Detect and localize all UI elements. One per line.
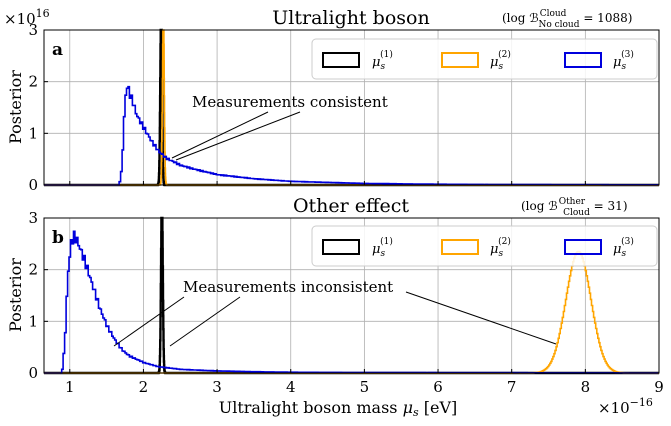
x-tick-label: 8: [581, 378, 591, 396]
panel-a-y-tick-label: 2: [28, 73, 38, 91]
panel-a-annotation-line-2: [175, 111, 301, 161]
panel-a-y-ticks: 0 1 2 3: [28, 21, 48, 194]
panel-b-frame: [43, 217, 660, 374]
panel-a-legend-box: [311, 38, 658, 80]
panel-a-legend-label-3: μs(3): [613, 49, 634, 72]
panel-b-legend-label-2: μs(2): [490, 236, 511, 259]
panel-a-y-tick-label: 1: [28, 124, 38, 142]
panel-b-y-tick-label: 0: [28, 364, 38, 382]
panel-a-label: a: [52, 40, 63, 60]
x-tick-label: 9: [654, 378, 664, 396]
panel-a-legend-label-1: μs(1): [372, 49, 393, 72]
panel-b-annotation-line-1: [113, 296, 185, 347]
panel-b-y-tick-label: 3: [28, 209, 38, 227]
x-tick-label: 7: [507, 378, 517, 396]
x-axis-multiplier: ×10−16: [598, 396, 653, 417]
panel-b-y-tick-label: 2: [28, 261, 38, 279]
panel-b-annotation: Measurements inconsistent: [183, 278, 393, 296]
panel-b-bayes-factor: (log ℬOther Cloud = 31): [521, 197, 628, 218]
panel-b-legend-box: [311, 225, 658, 267]
panel-b-y-tick-label: 1: [28, 312, 38, 330]
panel-a-frame: [43, 29, 660, 186]
panel-b-legend-swatch-1: [322, 239, 360, 255]
panel-b-legend-label-3: μs(3): [613, 236, 634, 259]
panel-a-y-tick-label: 0: [28, 176, 38, 194]
panel-a-legend-label-2: μs(2): [490, 49, 511, 72]
panel-b: 0 1 2 3 1 2 3 4 5 6 7 8 9 Other effect (log ℬOther C…: [6, 195, 664, 419]
x-tick-label: 4: [286, 378, 296, 396]
x-tick-label: 2: [139, 378, 149, 396]
panel-b-legend-label-1: μs(1): [372, 236, 393, 259]
x-tick-label: 5: [360, 378, 370, 396]
panel-b-annotation-line-3: [405, 291, 557, 345]
panel-a-y-multiplier: ×1016: [4, 7, 50, 28]
panel-b-label: b: [52, 228, 64, 248]
x-axis-label: Ultralight boson mass μs [eV]: [219, 398, 458, 419]
panel-b-y-ticks: 0 1 2 3: [28, 209, 48, 382]
panel-b-x-ticks: 1 2 3 4 5 6 7 8 9: [65, 369, 664, 396]
x-tick-label: 3: [212, 378, 222, 396]
panel-a-annotation-line-1: [171, 111, 269, 159]
panel-b-title: Other effect: [293, 195, 409, 217]
panel-a-legend-swatch-3: [564, 52, 602, 68]
panel-a: 0 1 2 3 ×1016 Ultralight boson (log ℬCloud N…: [4, 7, 660, 194]
panel-a-title: Ultralight boson: [272, 7, 429, 29]
panel-a-bayes-factor: (log ℬCloud No cloud = 1088): [502, 9, 632, 30]
panel-b-legend-swatch-3: [564, 239, 602, 255]
panel-a-legend: μs(1) μs(2) μs(3): [311, 38, 658, 80]
panel-a-legend-swatch-2: [441, 52, 479, 68]
panel-a-annotation: Measurements consistent: [192, 93, 388, 111]
panel-b-legend-swatch-2: [441, 239, 479, 255]
panel-a-y-tick-label: 3: [28, 21, 38, 39]
panel-a-y-axis-label: Posterior: [6, 70, 25, 144]
panel-a-legend-swatch-1: [322, 52, 360, 68]
x-tick-label: 1: [65, 378, 75, 396]
panel-b-y-axis-label: Posterior: [6, 258, 25, 332]
panel-a-x-ticks: [69, 181, 660, 185]
x-tick-label: 6: [433, 378, 443, 396]
panel-b-legend: μs(1) μs(2) μs(3): [311, 225, 658, 267]
panel-b-annotation-line-2: [169, 296, 241, 347]
